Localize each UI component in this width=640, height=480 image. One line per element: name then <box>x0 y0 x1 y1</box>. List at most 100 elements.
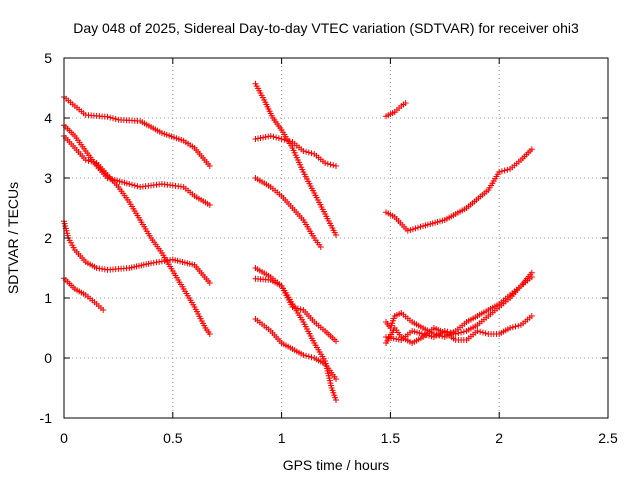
data-point <box>206 163 213 169</box>
data-point <box>430 331 437 337</box>
data-point <box>100 307 107 313</box>
data-point <box>528 313 535 319</box>
data-point <box>509 324 516 331</box>
data-point <box>305 353 312 360</box>
data-point <box>278 136 285 142</box>
data-point <box>504 166 511 173</box>
data-point <box>308 150 315 157</box>
data-point <box>107 114 114 121</box>
data-point <box>126 181 133 187</box>
data-point <box>333 397 339 403</box>
data-point <box>297 306 304 313</box>
x-tick-label: 2 <box>495 430 503 446</box>
data-point <box>82 157 89 163</box>
data-point <box>85 157 92 164</box>
data-point <box>412 225 419 232</box>
x-tick-label: 1.5 <box>381 430 401 446</box>
data-point <box>324 160 331 167</box>
data-point <box>515 322 522 329</box>
series-track-l <box>383 100 409 120</box>
x-tick-labels: 0 0.5 1 1.5 2 2.5 <box>60 430 618 446</box>
data-point <box>458 329 465 336</box>
data-point <box>112 116 119 123</box>
data-point <box>409 226 416 233</box>
y-tick-label: -1 <box>40 410 53 426</box>
data-point <box>507 325 514 331</box>
series-track-h <box>252 175 324 250</box>
data-point <box>90 159 97 166</box>
series-track-n <box>383 269 535 343</box>
y-tick-label: 0 <box>44 350 52 366</box>
data-point <box>281 136 288 143</box>
data-point <box>460 328 467 335</box>
data-point <box>477 328 484 335</box>
data-point <box>104 113 111 120</box>
data-point <box>330 162 337 169</box>
y-axis-label: SDTVAR / TECUs <box>5 182 21 294</box>
y-tick-label: 3 <box>44 170 52 186</box>
series-track-p <box>383 313 535 346</box>
data-point <box>474 328 481 334</box>
y-tick-label: 4 <box>44 110 52 126</box>
series-track-a <box>61 94 213 169</box>
data-point <box>292 304 299 311</box>
data-point <box>404 227 411 234</box>
data-point <box>528 274 535 280</box>
x-tick-label: 0 <box>60 430 68 446</box>
data-point <box>270 133 277 140</box>
data-point <box>267 133 274 139</box>
data-point <box>501 167 508 174</box>
data-point <box>129 181 135 188</box>
chart-title: Day 048 of 2025, Sidereal Day-to-day VTE… <box>73 20 579 36</box>
data-point <box>300 352 307 358</box>
data-point <box>109 115 116 122</box>
data-point <box>528 146 535 153</box>
x-tick-label: 0.5 <box>163 430 183 446</box>
x-axis-label: GPS time / hours <box>283 457 390 473</box>
axis-ticks <box>63 57 609 419</box>
data-point <box>289 304 296 310</box>
data-point <box>286 138 293 145</box>
data-point <box>479 329 486 336</box>
data-point <box>206 202 213 208</box>
data-point <box>206 280 213 286</box>
series-track-g <box>252 133 339 169</box>
data-point <box>322 160 329 166</box>
data-points <box>61 80 535 403</box>
series-track-m <box>383 146 535 234</box>
data-point <box>300 148 307 154</box>
data-point <box>407 227 414 233</box>
series-track-j <box>252 275 339 345</box>
data-point <box>433 331 440 338</box>
data-point <box>206 331 213 337</box>
data-point <box>275 135 282 142</box>
series-track-o <box>383 274 535 340</box>
series-track-c <box>61 133 213 337</box>
series-track-b <box>61 122 213 208</box>
x-tick-label: 1 <box>278 430 286 446</box>
data-point <box>436 332 443 339</box>
series-track-d <box>61 218 213 286</box>
data-point <box>402 100 409 106</box>
y-tick-label: 2 <box>44 230 52 246</box>
x-tick-label: 2.5 <box>598 430 618 446</box>
data-point <box>512 323 519 330</box>
data-point <box>317 244 324 250</box>
series-track-e <box>61 275 107 313</box>
data-point <box>88 158 95 165</box>
data-point <box>482 330 489 337</box>
data-point <box>284 137 291 144</box>
data-point <box>417 223 424 230</box>
data-point <box>308 354 315 361</box>
data-point <box>131 182 138 189</box>
data-point <box>333 338 339 345</box>
data-point <box>303 352 310 359</box>
data-point <box>333 376 339 382</box>
series-track-f <box>252 80 339 238</box>
data-point <box>294 305 301 312</box>
data-point <box>414 224 421 231</box>
y-tick-label: 5 <box>44 50 52 66</box>
series-track-k <box>252 316 339 382</box>
data-point <box>273 134 280 141</box>
data-point <box>333 232 339 238</box>
